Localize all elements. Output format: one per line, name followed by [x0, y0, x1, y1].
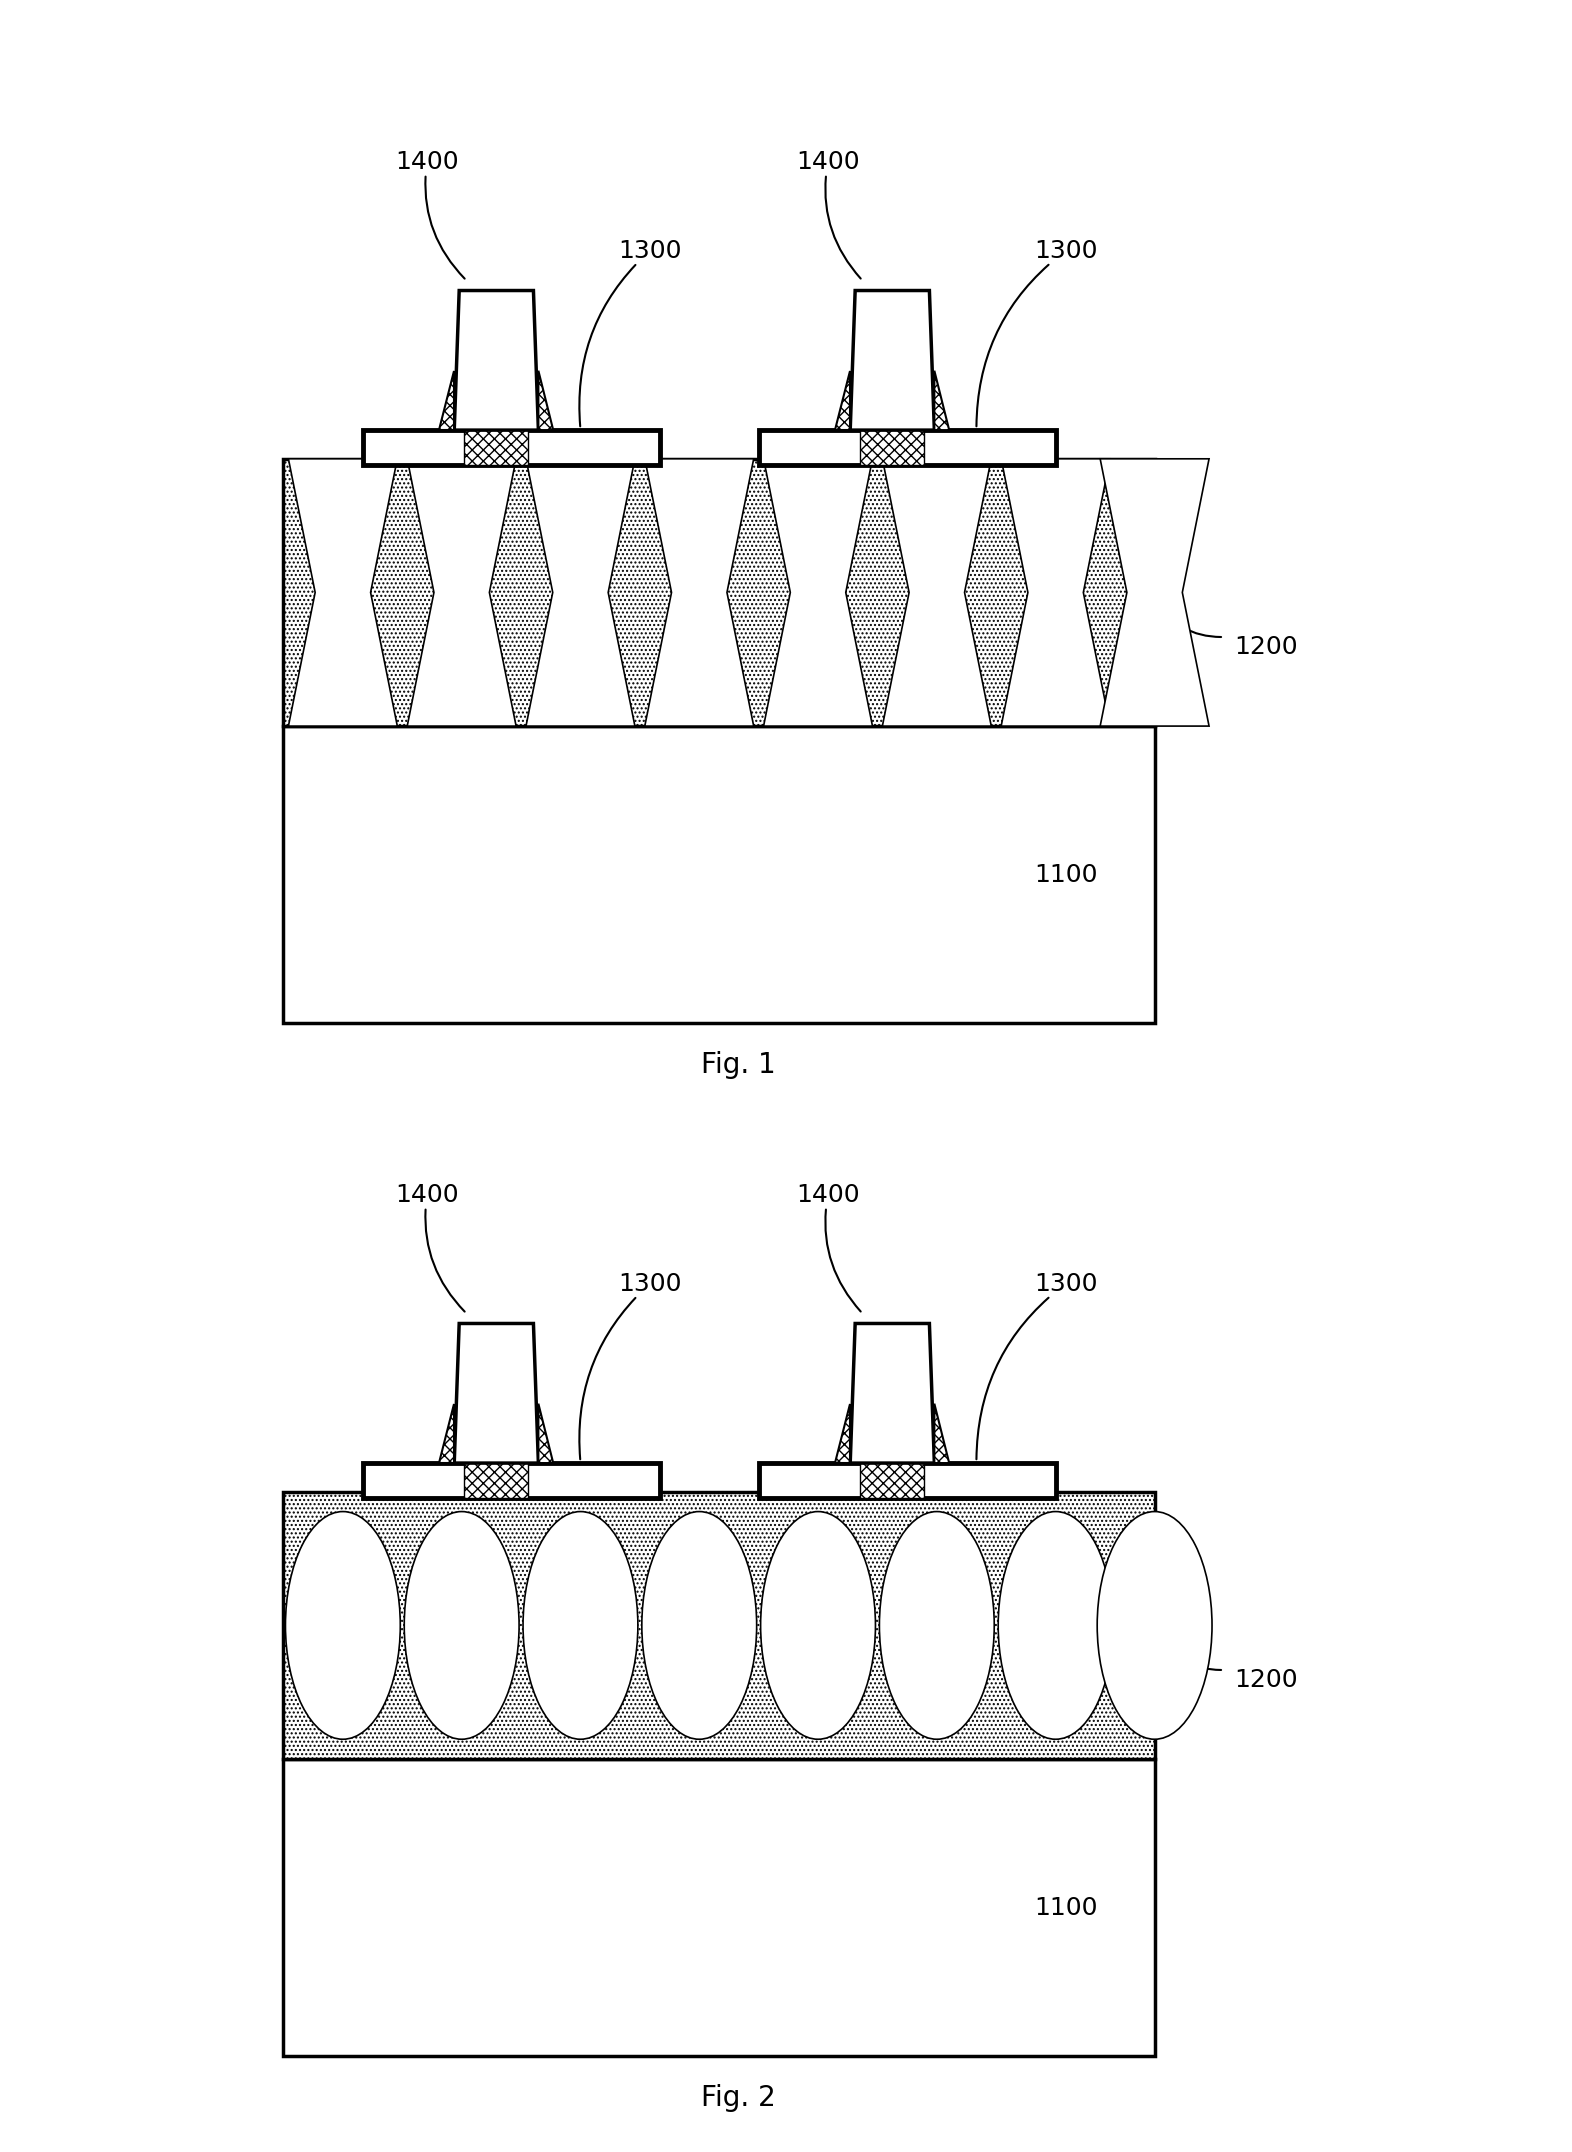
- Bar: [283, 458, 1154, 725]
- Polygon shape: [1001, 458, 1110, 725]
- Bar: [860, 430, 924, 465]
- Text: 1100: 1100: [1034, 1896, 1097, 1920]
- Text: 1300: 1300: [580, 1272, 682, 1459]
- Text: 1400: 1400: [795, 151, 861, 278]
- Text: 1100: 1100: [1034, 863, 1097, 887]
- Polygon shape: [850, 1323, 934, 1463]
- Polygon shape: [407, 458, 516, 725]
- Text: 1300: 1300: [580, 239, 682, 426]
- Text: 1300: 1300: [976, 1272, 1097, 1459]
- Bar: [759, 1463, 1056, 1498]
- Text: Fig. 1: Fig. 1: [701, 1050, 777, 1080]
- Text: 1400: 1400: [795, 1184, 861, 1311]
- Bar: [363, 430, 660, 465]
- Bar: [759, 430, 1056, 465]
- Bar: [283, 1758, 1154, 2055]
- Polygon shape: [454, 1323, 538, 1463]
- Ellipse shape: [641, 1511, 756, 1739]
- Polygon shape: [835, 1403, 850, 1463]
- Bar: [860, 1463, 924, 1498]
- Polygon shape: [1100, 458, 1209, 725]
- Bar: [363, 1463, 660, 1498]
- Text: 1400: 1400: [395, 1184, 465, 1311]
- Ellipse shape: [523, 1511, 638, 1739]
- Ellipse shape: [1097, 1511, 1212, 1739]
- Polygon shape: [764, 458, 872, 725]
- Ellipse shape: [998, 1511, 1113, 1739]
- Text: 1200: 1200: [1234, 635, 1297, 659]
- Polygon shape: [288, 458, 398, 725]
- Bar: [283, 1491, 1154, 1758]
- Polygon shape: [850, 291, 934, 430]
- Polygon shape: [440, 1403, 454, 1463]
- Polygon shape: [835, 370, 850, 430]
- Text: 1400: 1400: [395, 151, 465, 278]
- Polygon shape: [440, 370, 454, 430]
- Bar: [464, 430, 528, 465]
- Polygon shape: [454, 291, 538, 430]
- Polygon shape: [538, 370, 553, 430]
- Text: 1200: 1200: [1234, 1668, 1297, 1691]
- Text: Fig. 2: Fig. 2: [701, 2083, 777, 2113]
- Polygon shape: [934, 370, 949, 430]
- Polygon shape: [527, 458, 635, 725]
- Ellipse shape: [404, 1511, 519, 1739]
- Polygon shape: [882, 458, 992, 725]
- Polygon shape: [934, 1403, 949, 1463]
- Polygon shape: [645, 458, 753, 725]
- Bar: [283, 725, 1154, 1022]
- Bar: [464, 1463, 528, 1498]
- Ellipse shape: [761, 1511, 876, 1739]
- Ellipse shape: [879, 1511, 994, 1739]
- Ellipse shape: [286, 1511, 401, 1739]
- Polygon shape: [538, 1403, 553, 1463]
- Text: 1300: 1300: [976, 239, 1097, 426]
